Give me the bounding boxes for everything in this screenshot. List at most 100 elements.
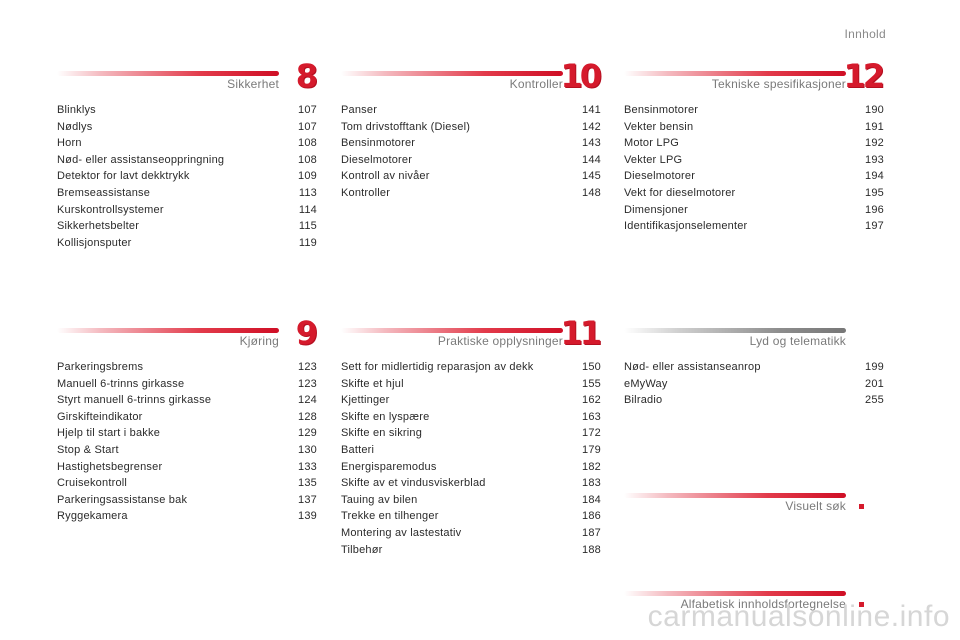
entry-page-number: 184 [582,493,601,506]
toc-entry[interactable]: Skifte et hjul 155 [341,376,601,393]
section-title[interactable]: Visuelt søk [785,499,846,513]
entry-page-number: 107 [298,104,317,116]
toc-entry[interactable]: Vekter bensin 191 [624,119,884,136]
entry-page-number: 143 [582,137,601,150]
entry-label: Montering av lastestativ [341,526,462,539]
section-title[interactable]: Lyd og telematikk [749,334,846,348]
section-number[interactable]: 11 [560,314,601,352]
toc-entry[interactable]: Montering av lastestativ 187 [341,525,601,542]
toc-entry[interactable]: Skifte en lyspære 163 [341,409,601,426]
toc-entry[interactable]: Batteri 179 [341,442,601,459]
section-divider [624,493,846,498]
section-number[interactable]: 10 [560,57,601,95]
entry-page-number: 141 [582,104,601,116]
entry-label: Identifikasjonselementer [624,220,748,233]
entry-page-number: 194 [865,170,884,183]
entry-label: Nødlys [57,120,93,133]
toc-entry[interactable]: Kollisjonsputer 119 [57,235,317,252]
toc-entry[interactable]: Kontroll av nivåer 145 [341,168,601,185]
toc-entry[interactable]: Tom drivstofftank (Diesel) 142 [341,119,601,136]
toc-entry[interactable]: Parkeringsassistanse bak 137 [57,492,317,509]
section-divider [624,591,846,596]
toc-entry[interactable]: Panser 141 [341,102,601,119]
section-header: Lyd og telematikk [624,325,884,359]
toc-entry[interactable]: Ryggekamera 139 [57,508,317,525]
toc-entry[interactable]: Identifikasjonselementer 197 [624,218,884,235]
page-title: Innhold [844,27,886,41]
entry-label: Dieselmotorer [624,170,696,183]
toc-entry[interactable]: Skifte en sikring 172 [341,425,601,442]
toc-entry[interactable]: Blinklys 107 [57,102,317,119]
entry-page-number: 155 [582,377,601,390]
toc-entry[interactable]: Detektor for lavt dekktrykk 109 [57,168,317,185]
entry-list: Blinklys 107 Nødlys 107 Horn 108 Nød- eller as… [57,102,317,251]
toc-entry[interactable]: Hastighetsbegrenser 133 [57,459,317,476]
toc-entry[interactable]: Bremseassistanse 113 [57,185,317,202]
toc-entry[interactable]: Vekt for dieselmotorer 195 [624,185,884,202]
entry-page-number: 196 [865,203,884,216]
toc-entry[interactable]: Motor LPG 192 [624,135,884,152]
toc-entry[interactable]: eMyWay 201 [624,376,884,393]
toc-entry[interactable]: Kjettinger 162 [341,392,601,409]
entry-label: Sikkerhetsbelter [57,220,140,233]
toc-entry[interactable]: Kontroller 148 [341,185,601,202]
entry-page-number: 130 [298,443,317,456]
toc-entry[interactable]: Styrt manuell 6-trinns girkasse 124 [57,392,317,409]
toc-entry[interactable]: Bilradio 255 [624,392,884,409]
section-title[interactable]: Kontroller [509,77,563,91]
entry-page-number: 129 [298,427,317,440]
entry-list: Panser 141 Tom drivstofftank (Diesel) 142 Be… [341,102,601,202]
entry-label: Manuell 6-trinns girkasse [57,377,185,390]
toc-entry[interactable]: Tauing av bilen 184 [341,492,601,509]
entry-page-number: 137 [298,493,317,506]
toc-entry[interactable]: Sett for midlertidig reparasjon av dekk 1… [341,359,601,376]
entry-label: Dimensjoner [624,203,688,216]
toc-entry[interactable]: Skifte av et vindusviskerblad 183 [341,475,601,492]
toc-entry[interactable]: Bensinmotorer 190 [624,102,884,119]
section-header: Praktiske opplysninger 11 [341,317,602,359]
toc-entry[interactable]: Dieselmotorer 144 [341,152,601,169]
toc-entry[interactable]: Horn 108 [57,135,317,152]
toc-entry[interactable]: Sikkerhetsbelter 115 [57,218,317,235]
toc-entry[interactable]: Tilbehør 188 [341,542,601,559]
toc-entry[interactable]: Dimensjoner 196 [624,202,884,219]
entry-page-number: 113 [298,186,317,199]
toc-entry[interactable]: Vekter LPG 193 [624,152,884,169]
section-title[interactable]: Kjøring [239,334,279,348]
entry-label: eMyWay [624,377,668,390]
toc-entry[interactable]: Energisparemodus 182 [341,459,601,476]
section-number[interactable]: 8 [295,57,318,95]
section-title[interactable]: Praktiske opplysninger [437,334,563,348]
entry-page-number: 195 [865,186,884,199]
section-title[interactable]: Tekniske spesifikasjoner [711,77,846,91]
toc-entry[interactable]: Cruisekontroll 135 [57,475,317,492]
section-header: Kjøring 9 [57,317,318,359]
section-divider [57,328,279,333]
entry-label: Skifte et hjul [341,377,404,390]
entry-page-number: 133 [298,460,317,473]
toc-entry[interactable]: Hjelp til start i bakke 129 [57,425,317,442]
toc-entry[interactable]: Dieselmotorer 194 [624,168,884,185]
toc-entry[interactable]: Nød- eller assistanseanrop 199 [624,359,884,376]
entry-page-number: 192 [865,137,884,150]
toc-entry[interactable]: Manuell 6-trinns girkasse 123 [57,376,317,393]
toc-entry[interactable]: Bensinmotorer 143 [341,135,601,152]
section-title[interactable]: Alfabetisk innholdsfortegnelse [680,597,846,611]
toc-entry[interactable]: Stop & Start 130 [57,442,317,459]
section-title[interactable]: Sikkerhet [227,77,279,91]
entry-label: Vekt for dieselmotorer [624,186,736,199]
section-number[interactable]: 9 [295,314,318,352]
entry-page-number: 255 [865,394,884,407]
section-header: Alfabetisk innholdsfortegnelse [624,588,884,622]
entry-page-number: 108 [298,137,317,150]
toc-entry[interactable]: Parkeringsbrems 123 [57,359,317,376]
toc-entry[interactable]: Nødlys 107 [57,119,317,136]
entry-list: Sett for midlertidig reparasjon av dekk 1… [341,359,601,558]
section-number[interactable]: 12 [843,57,884,95]
entry-page-number: 201 [865,377,884,390]
toc-entry[interactable]: Kurskontrollsystemer 114 [57,202,317,219]
toc-entry[interactable]: Nød- eller assistanseoppringning 108 [57,152,317,169]
toc-entry[interactable]: Girskifteindikator 128 [57,409,317,426]
entry-page-number: 135 [298,477,317,490]
toc-entry[interactable]: Trekke en tilhenger 186 [341,508,601,525]
